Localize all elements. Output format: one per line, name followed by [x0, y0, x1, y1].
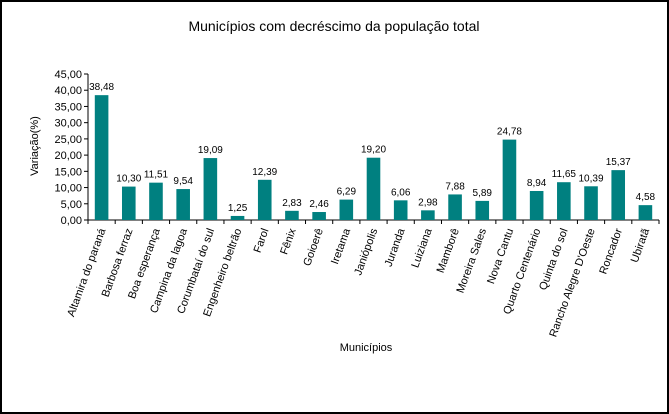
data-label: 1,25	[228, 203, 248, 214]
data-label: 2,98	[418, 197, 438, 208]
bar	[611, 170, 626, 220]
y-tick-label: 45,00	[54, 69, 82, 81]
y-tick-label: 0,00	[61, 215, 82, 227]
bar	[584, 186, 598, 220]
plot-area: 0,00 5,00 10,00 15,00 20,00 25,00 30,00 35,00 40…	[54, 69, 660, 339]
category-label: Fênix	[278, 226, 299, 256]
bar	[149, 182, 163, 220]
category-label: Roncador	[597, 227, 625, 276]
bar	[285, 210, 299, 220]
data-label: 10,30	[116, 174, 141, 185]
data-label: 11,65	[552, 169, 577, 180]
data-label: 4,58	[636, 192, 656, 203]
category-label: Ubiratã	[629, 226, 653, 264]
category-label: Farol	[252, 227, 272, 255]
bar	[121, 186, 136, 220]
data-label: 38,48	[89, 82, 114, 93]
data-label: 7,88	[445, 181, 465, 192]
y-axis-label: Variação(%)	[29, 116, 41, 176]
category-label: Altamira do paraná	[65, 226, 108, 318]
bar	[230, 215, 245, 220]
category-label: Mamborê	[435, 227, 462, 275]
bar	[257, 179, 272, 220]
data-label: 10,39	[579, 173, 604, 184]
bar	[529, 190, 544, 220]
y-tick-label: 30,00	[54, 118, 82, 130]
bar	[366, 157, 381, 220]
y-tick-label: 5,00	[61, 199, 82, 211]
chart-title: Municípios com decréscimo da população t…	[188, 18, 479, 34]
y-tick-label: 35,00	[54, 101, 82, 113]
data-label: 19,09	[198, 145, 223, 156]
y-tick-label: 40,00	[54, 85, 82, 97]
bar	[557, 182, 571, 220]
bar	[176, 189, 190, 220]
data-label: 12,39	[252, 167, 277, 178]
data-label: 15,37	[606, 157, 631, 168]
data-label: 6,29	[337, 187, 357, 198]
data-label: 2,46	[309, 199, 329, 210]
data-label: 24,78	[497, 127, 522, 138]
bar	[502, 139, 517, 220]
category-label: Iretama	[329, 226, 353, 266]
bar	[393, 200, 408, 220]
bar	[203, 158, 218, 220]
data-label: 2,83	[282, 198, 302, 209]
y-tick-label: 10,00	[54, 183, 82, 195]
data-label: 11,51	[144, 170, 169, 181]
data-label: 9,54	[173, 176, 193, 187]
x-axis-label: Municípios	[340, 342, 393, 354]
y-tick-label: 25,00	[54, 134, 82, 146]
bar	[448, 194, 462, 220]
bar	[94, 95, 109, 220]
bar	[312, 212, 326, 220]
category-label: Luiziana	[409, 226, 435, 269]
category-label: Juranda	[383, 226, 408, 268]
category-label: Goioerê	[301, 227, 326, 268]
category-label: Nova Cantu	[485, 227, 516, 286]
data-label: 8,94	[527, 178, 547, 189]
data-label: 5,89	[473, 188, 493, 199]
bar	[421, 210, 435, 220]
category-label: Janiópolis	[352, 226, 380, 277]
bar	[339, 199, 354, 220]
data-label: 19,20	[361, 145, 386, 156]
y-tick-label: 20,00	[54, 150, 82, 162]
y-tick-label: 15,00	[54, 166, 82, 178]
bar	[475, 200, 490, 220]
bar	[638, 205, 653, 220]
data-label: 6,06	[391, 187, 411, 198]
